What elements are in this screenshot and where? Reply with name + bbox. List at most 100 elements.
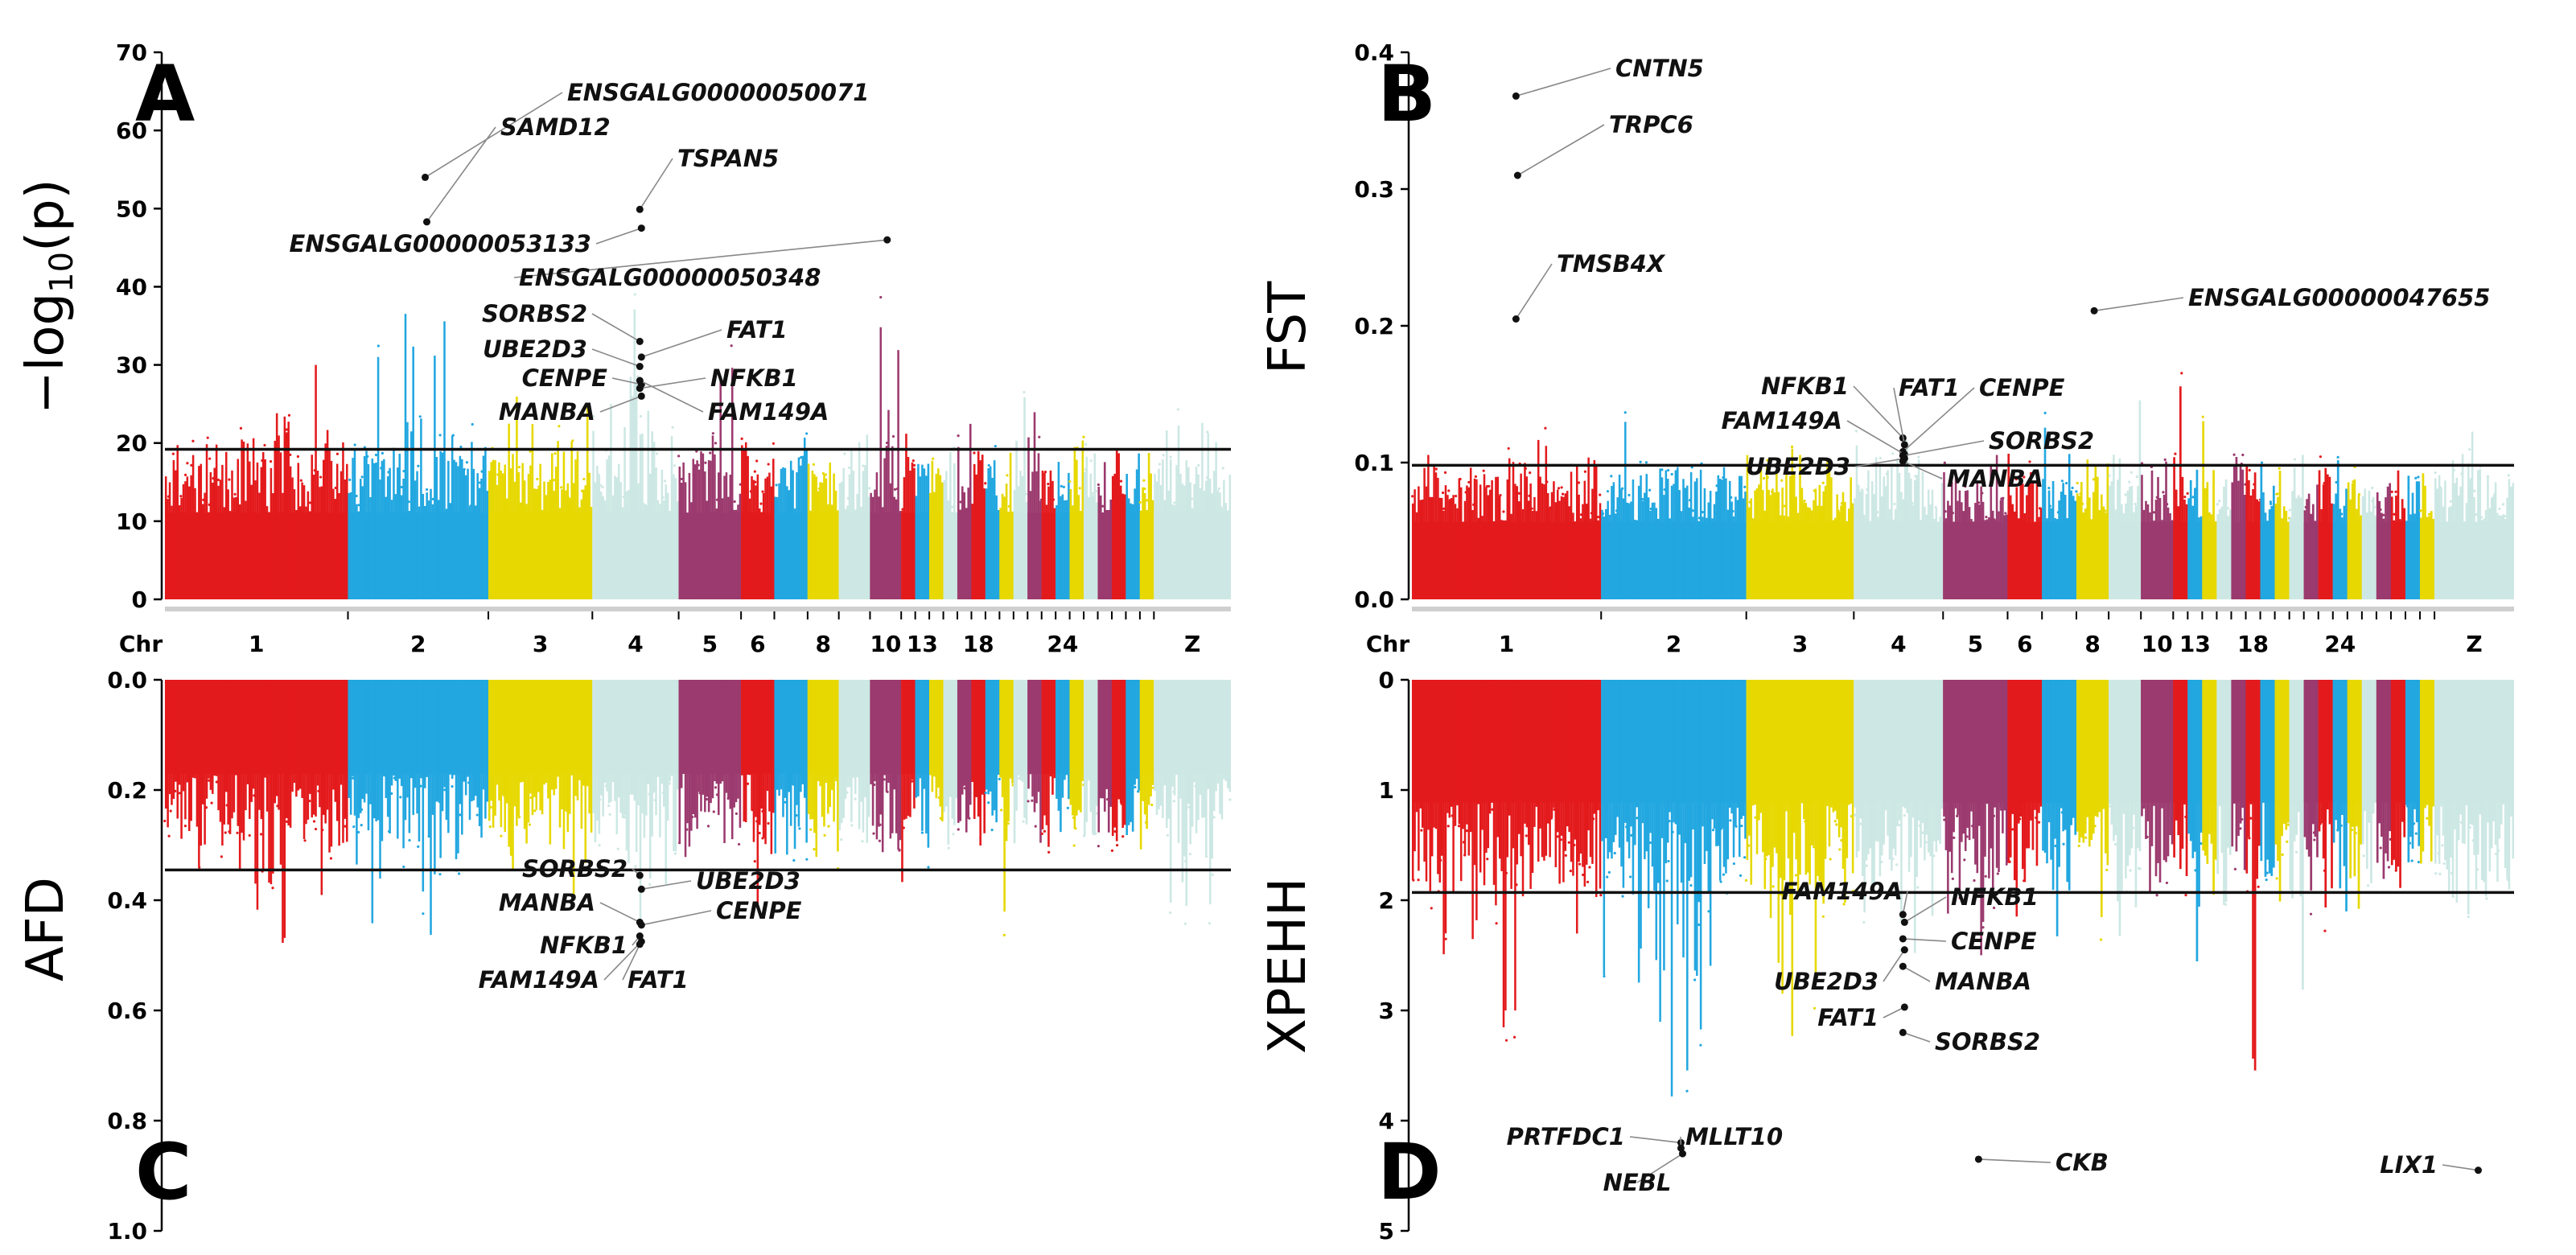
snp-point (1488, 484, 1491, 488)
snp-point (1924, 841, 1928, 844)
snp-point (730, 344, 733, 348)
snp-point (2105, 868, 2109, 871)
gene-snp-dot (1900, 946, 1908, 954)
gene-snp-dot (1899, 935, 1907, 943)
y-tick-label: 20 (116, 430, 147, 457)
snp-point (677, 455, 681, 458)
gene-leader-line (1515, 263, 1553, 319)
chr-label: 6 (750, 631, 765, 657)
snp-point (438, 873, 442, 876)
snp-point (1668, 819, 1671, 823)
snp-point (1837, 509, 1840, 512)
chr-axis-bar (165, 607, 1231, 611)
snp-point (2128, 480, 2131, 483)
snp-point (2379, 846, 2382, 850)
snp-point (1666, 468, 1670, 472)
snp-point (1169, 455, 1172, 459)
panel-a-letter: A (135, 49, 195, 139)
y-tick-label: 0 (1379, 667, 1394, 693)
snp-point (2241, 817, 2244, 821)
snp-point (1412, 878, 1415, 882)
snp-point (1734, 825, 1738, 828)
snp-point (312, 820, 316, 823)
snp-point (417, 464, 420, 467)
snp-point (1862, 920, 1866, 924)
snp-point (2475, 868, 2479, 871)
snp-point (1134, 785, 1137, 789)
snp-point (597, 473, 600, 477)
snp-point (706, 825, 710, 828)
chr-label: 5 (1968, 631, 1983, 657)
panel-d-gene-labels: FAM149A NFKB1 CENPE UBE2D3 MANBA FAT1 SORBS2 PR… (1507, 878, 2482, 1196)
snp-point (2100, 938, 2103, 941)
snp-point (1932, 854, 1936, 858)
snp-point (1917, 455, 1920, 459)
snp-point (2278, 467, 2281, 470)
snp-point (840, 838, 843, 841)
snp-point (1043, 829, 1047, 833)
snp-point (2043, 411, 2047, 414)
snp-point (528, 823, 532, 826)
snp-point (1211, 873, 1214, 876)
snp-point (879, 823, 882, 826)
gene-leader-line (1636, 1153, 1683, 1183)
snp-point (2152, 511, 2156, 514)
snp-point (2439, 486, 2442, 489)
snp-point (1513, 1035, 1516, 1039)
gene-snp-dot (636, 376, 644, 385)
snp-point (608, 813, 611, 816)
snp-point (1956, 814, 1959, 817)
snp-point (2135, 475, 2138, 479)
snp-point (1212, 816, 1216, 819)
snp-point (1693, 978, 1697, 981)
snp-point (299, 479, 302, 482)
snp-point (1068, 479, 1072, 483)
snp-point (772, 442, 776, 445)
gene-snp-dot (637, 353, 645, 361)
snp-point (2186, 492, 2189, 495)
snp-point (2504, 515, 2507, 518)
y-tick-label: 0.2 (1354, 313, 1394, 339)
snp-point (2390, 490, 2393, 493)
snp-point (912, 463, 916, 467)
snp-point (269, 460, 273, 463)
panel-c-y-label: AFD (16, 877, 76, 981)
snp-point (759, 502, 763, 505)
snp-point (1474, 475, 1477, 478)
y-tick-label: 3 (1379, 998, 1394, 1024)
snp-point (1880, 860, 1883, 864)
snp-point (1732, 862, 1735, 866)
snp-point (1084, 442, 1088, 446)
gene-snp-dot (1677, 1144, 1685, 1152)
chr-label: 10 (2142, 631, 2173, 657)
snp-point (671, 426, 674, 429)
gene-label: NEBL (1603, 1169, 1672, 1196)
gene-snp-dot (1899, 457, 1907, 465)
snp-point (2371, 486, 2374, 490)
snp-point (665, 881, 668, 885)
snp-point (805, 858, 809, 861)
snp-point (2501, 503, 2505, 506)
snp-point (1641, 497, 1644, 501)
y-tick-label: 0.0 (1354, 586, 1394, 613)
snp-point (1879, 457, 1882, 460)
snp-point (821, 471, 825, 475)
gene-label: ENSGALG00000053133 (290, 230, 591, 257)
snp-point (1569, 870, 1572, 873)
snp-point (2191, 496, 2195, 499)
snp-point (2479, 516, 2483, 519)
snp-point (850, 824, 854, 827)
snp-point (1040, 832, 1043, 835)
snp-point (1985, 515, 1988, 519)
snp-point (1744, 878, 1748, 882)
snp-point (2434, 471, 2437, 475)
snp-point (1485, 484, 1489, 488)
gene-label: CENPE (1979, 374, 2065, 401)
panel-d-xpehh: 0 1 2 3 4 5 FAM149A NFKB1 CENPE UBE2D3 MANBA FAT1 S… (1258, 667, 2515, 1245)
snp-point (1549, 817, 1553, 820)
snp-point (623, 816, 626, 819)
y-tick-label: 0 (132, 586, 147, 613)
snp-point (1921, 831, 1924, 834)
snp-point (784, 800, 787, 804)
snp-point (737, 842, 741, 846)
